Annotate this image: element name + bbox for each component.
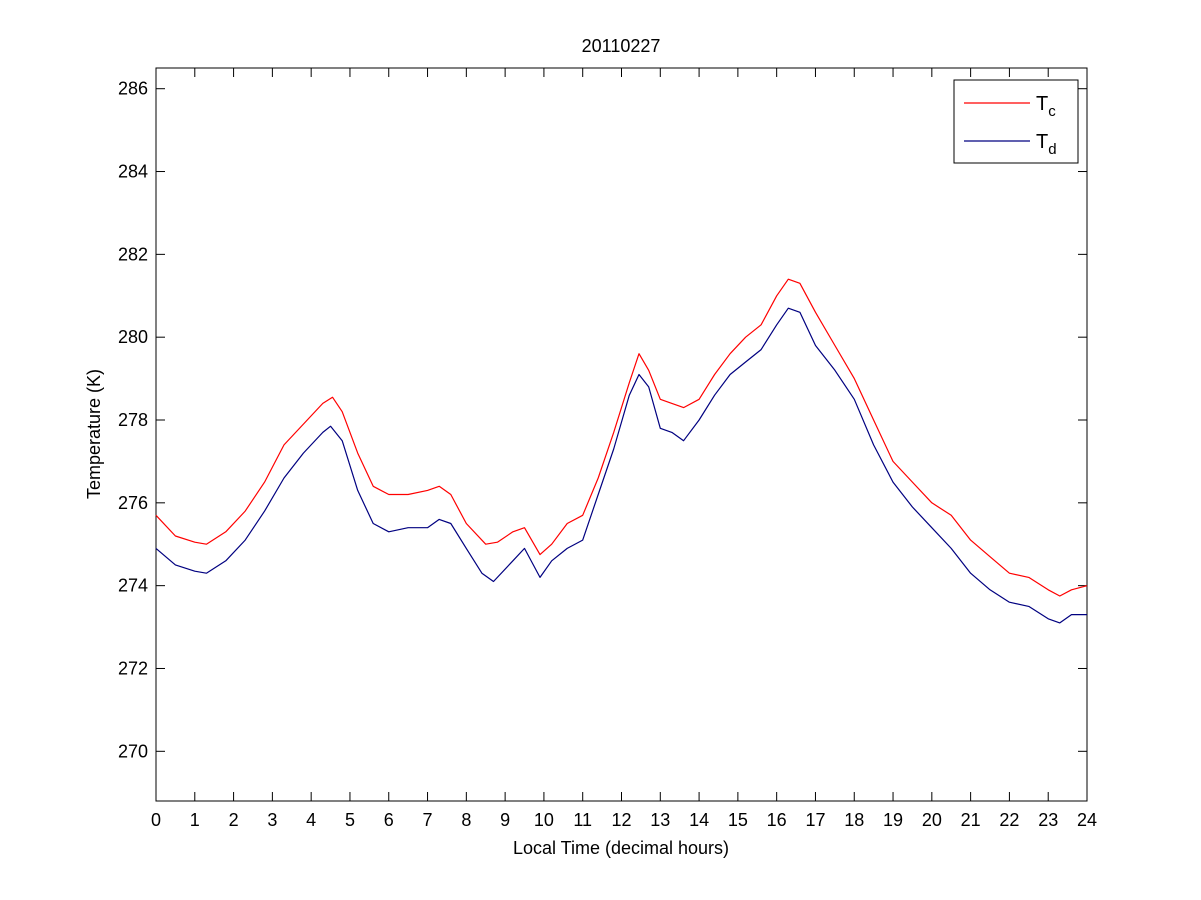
x-tick-label: 24: [1077, 810, 1097, 830]
y-tick-label: 274: [118, 576, 148, 596]
x-tick-label: 11: [573, 810, 592, 830]
y-tick-label: 286: [118, 79, 148, 99]
y-tick-label: 282: [118, 244, 148, 264]
x-tick-label: 7: [423, 810, 433, 830]
x-tick-label: 8: [461, 810, 471, 830]
x-tick-label: 23: [1038, 810, 1058, 830]
x-tick-label: 4: [306, 810, 316, 830]
x-tick-label: 9: [500, 810, 510, 830]
x-tick-label: 20: [922, 810, 942, 830]
x-tick-label: 18: [844, 810, 864, 830]
x-tick-label: 16: [767, 810, 787, 830]
x-tick-label: 12: [611, 810, 631, 830]
x-axis-label: Local Time (decimal hours): [513, 838, 729, 858]
legend-label-tc: Tc: [1036, 93, 1056, 120]
x-tick-label: 2: [229, 810, 239, 830]
y-tick-label: 284: [118, 162, 148, 182]
legend-label-td: Td: [1036, 131, 1057, 158]
x-tick-label: 15: [728, 810, 748, 830]
x-tick-label: 1: [190, 810, 200, 830]
x-tick-label: 6: [384, 810, 394, 830]
x-tick-label: 21: [961, 810, 981, 830]
series-line-tc: [155, 278, 1088, 597]
x-axis: 0 1 2 3 4 5 6 7 8 9 10 11 12 13 14 15 16 17 18 19 20 21 22 23 24: [151, 68, 1097, 830]
chart-title: 20110227: [582, 36, 661, 56]
x-tick-label: 17: [805, 810, 825, 830]
x-tick-label: 0: [151, 810, 161, 830]
x-tick-label: 19: [883, 810, 903, 830]
legend: Tc Td: [953, 79, 1079, 164]
x-tick-label: 5: [345, 810, 355, 830]
series-line-td: [155, 307, 1087, 624]
x-tick-label: 13: [650, 810, 670, 830]
y-tick-label: 276: [118, 493, 148, 513]
y-axis: 270 272 274 276 278 280 282 284 286: [118, 79, 1087, 761]
y-tick-label: 278: [118, 410, 148, 430]
x-tick-label: 22: [999, 810, 1019, 830]
x-tick-label: 10: [534, 810, 554, 830]
legend-box: [953, 79, 1079, 164]
series-layer: [155, 278, 1088, 624]
plot-area: [155, 67, 1088, 802]
y-tick-label: 280: [118, 327, 148, 347]
y-tick-label: 272: [118, 658, 148, 678]
x-tick-label: 14: [689, 810, 709, 830]
y-tick-label: 270: [118, 741, 148, 761]
x-tick-label: 3: [267, 810, 277, 830]
y-axis-label: Temperature (K): [84, 369, 104, 499]
